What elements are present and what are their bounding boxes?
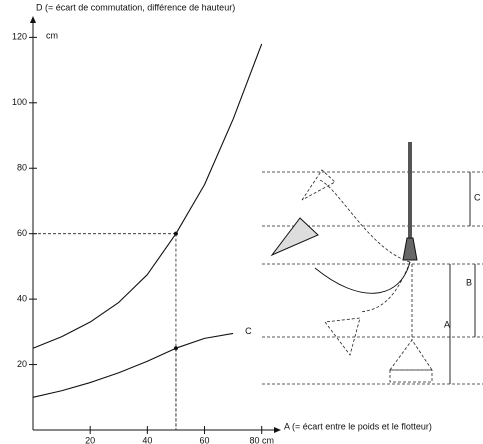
- y-tick-label: 40: [17, 293, 27, 303]
- axis-arrow: [30, 16, 36, 23]
- x-axis-label: A (= écart entre le poids et le flotteur…: [284, 421, 432, 431]
- y-tick-label: 80: [17, 163, 27, 173]
- series-label: C: [245, 326, 252, 336]
- dimension-label: A: [444, 319, 450, 329]
- y-tick-label: 20: [17, 359, 27, 369]
- x-tick-label: 60: [200, 435, 210, 444]
- line: [33, 333, 233, 397]
- line: [33, 44, 262, 348]
- x-tick-label: 20: [85, 435, 95, 444]
- y-unit: cm: [46, 30, 58, 40]
- x-tick-label: 80 cm: [249, 435, 274, 444]
- diagram: A B C: [262, 142, 483, 384]
- dimension-label: B: [466, 277, 472, 287]
- y-axis-label: D (= écart de commutation, différence de…: [36, 2, 235, 12]
- y-tick-label: 100: [12, 97, 27, 107]
- dimension-label: C: [474, 192, 481, 202]
- axis-arrow: [274, 427, 281, 433]
- y-tick-label: 60: [17, 228, 27, 238]
- x-tick-label: 40: [142, 435, 152, 444]
- chart: D (= écart de commutation, différence de…: [0, 0, 483, 444]
- y-tick-label: 120: [12, 32, 27, 42]
